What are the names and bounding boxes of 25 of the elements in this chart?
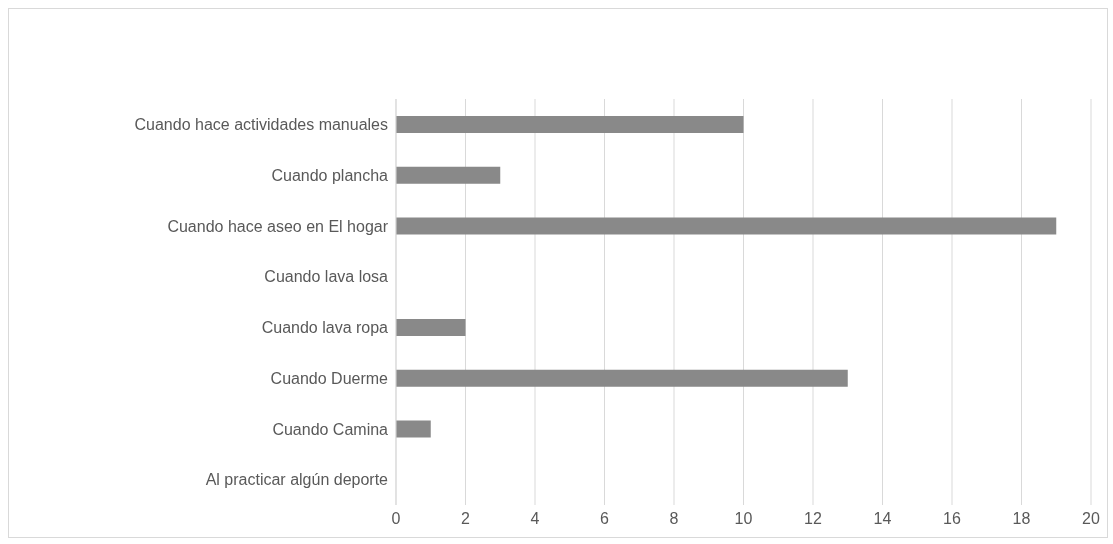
bar — [396, 420, 431, 438]
x-tick-label: 4 — [530, 510, 540, 528]
x-tick-label: 6 — [600, 510, 610, 528]
y-tick-label: Cuando hace aseo en El hogar — [167, 217, 389, 235]
y-tick-label: Cuando plancha — [271, 166, 389, 184]
y-tick-label: Cuando lava ropa — [261, 319, 389, 337]
bar — [396, 217, 1057, 235]
x-tick-label: 18 — [1012, 510, 1031, 528]
bar — [396, 116, 744, 133]
y-tick-label: Cuando Camina — [272, 420, 389, 438]
x-tick-label: 8 — [669, 510, 679, 528]
y-tick-label: Al practicar algún deporte — [205, 471, 389, 489]
y-tick-label: Cuando lava losa — [264, 268, 389, 286]
y-tick-label: Cuando Duerme — [270, 369, 389, 387]
x-tick-label: 0 — [391, 510, 401, 528]
x-tick-label: 20 — [1082, 510, 1100, 528]
x-tick-label: 14 — [873, 510, 892, 528]
x-tick-label: 12 — [804, 510, 822, 528]
y-tick-label: Cuando hace actividades manuales — [134, 116, 388, 134]
x-tick-label: 10 — [734, 510, 753, 528]
bar — [396, 319, 466, 336]
bar — [396, 369, 848, 387]
bar — [396, 166, 501, 184]
x-tick-label: 16 — [943, 510, 961, 528]
x-tick-label: 2 — [461, 510, 471, 528]
